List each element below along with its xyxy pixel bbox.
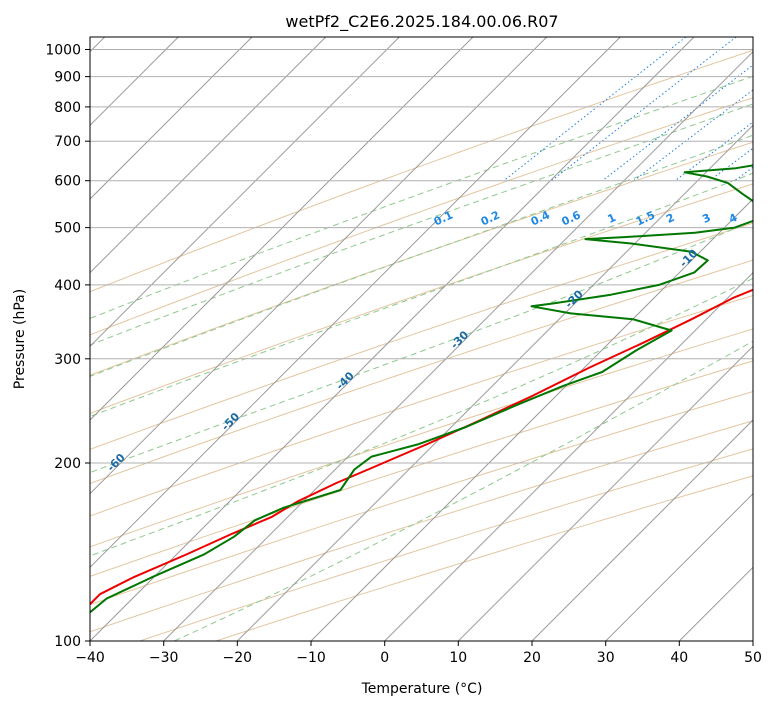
isotherm-line [90,37,695,641]
isohume-line [633,89,753,182]
isotherm-line [90,37,548,495]
dry-adiabat [90,141,753,376]
y-tick-label: 100 [54,634,81,650]
isotherm-line [90,37,400,348]
moist-adiabat [173,340,753,641]
dry-adiabat [90,360,753,577]
y-tick-label: 1000 [45,43,81,59]
isohume-label: 1 [606,211,618,226]
dry-adiabat [90,97,753,336]
y-tick-label: 400 [54,278,81,294]
isotherm-line [310,198,753,641]
dry-adiabat [90,294,753,517]
dry-adiabat [90,259,753,485]
y-tick-label: 500 [54,221,81,237]
y-axis-ticks: 100 200 300 400 500 600 700 800 900 1000 [45,43,90,650]
isohumes [503,37,753,182]
isohume-line [734,166,753,182]
chart-title: wetPf2_C2E6.2025.184.00.06.R07 [285,12,558,32]
moist-adiabat [90,75,753,319]
profile-series [90,164,753,614]
isotherms [90,37,753,641]
isotherm-line [605,492,753,641]
isotherm-label: -70 [0,492,13,515]
isohume-line [674,121,753,182]
isotherm-label: -30 [448,328,471,351]
moist-adiabats [90,75,753,641]
dry-adiabats [90,49,753,641]
x-tick-label: −30 [149,650,179,666]
isotherm-label: -40 [334,369,357,392]
plot-area: 0.10.20.40.611.52346810131620253036-100-… [0,37,775,641]
isotherm-line [90,37,474,421]
x-tick-label: −10 [296,650,326,666]
y-tick-label: 600 [54,174,81,190]
isohume-label: 0.1 [432,208,455,228]
pressure-gridlines [90,49,753,641]
x-axis-label: Temperature (°C) [361,681,483,697]
plot-frame [89,36,754,642]
isotherm-line [236,124,753,641]
y-axis-label: Pressure (hPa) [12,289,28,389]
y-tick-label: 900 [54,70,81,86]
isohume-label: 6 [766,211,775,226]
isotherm-line [384,271,753,641]
dry-adiabat [90,49,753,293]
y-tick-label: 200 [54,456,81,472]
moist-adiabat [90,103,753,346]
isohume-line [601,64,753,182]
dry-adiabat [90,328,753,548]
x-tick-label: 40 [670,650,688,666]
isohume-line [551,37,737,182]
x-tick-label: −20 [223,650,253,666]
isotherm-label: -20 [563,287,586,310]
isotherm-line [678,566,753,641]
y-tick-label: 300 [54,352,81,368]
isotherm-line [90,37,327,274]
dewpoint-line [90,164,753,614]
x-tick-label: 20 [523,650,541,666]
moist-adiabat [90,220,753,474]
moist-adiabat [90,277,753,557]
isotherm-line [90,37,621,569]
temperature-line [90,288,753,606]
x-tick-label: 50 [744,650,762,666]
isohume-label: 0.4 [529,208,552,228]
dry-adiabat [90,222,753,450]
isotherm-line [531,419,753,641]
isohume-label: 0.2 [479,208,502,228]
isohume-label: 1.5 [634,208,657,228]
moist-adiabat [90,134,753,377]
y-tick-label: 800 [54,100,81,116]
x-tick-label: −40 [75,650,105,666]
isotherm-line [752,640,753,641]
x-tick-label: 10 [449,650,467,666]
dry-adiabat [90,183,753,414]
isohume-label: 2 [664,211,676,226]
x-axis-ticks: −40 −30 −20 −10 0 10 20 30 40 50 [75,641,762,666]
isotherm-line [90,37,253,200]
moist-adiabat [90,172,753,418]
isohume-label: 3 [700,211,712,226]
isohume-line [503,37,687,182]
isotherm-line [163,50,753,641]
dry-adiabat [90,391,753,606]
x-tick-label: 30 [597,650,615,666]
isopleth-labels: 0.10.20.40.611.52346810131620253036-100-… [0,208,775,515]
isotherm-line [457,345,753,641]
x-tick-label: 0 [380,650,389,666]
y-tick-label: 700 [54,134,81,150]
